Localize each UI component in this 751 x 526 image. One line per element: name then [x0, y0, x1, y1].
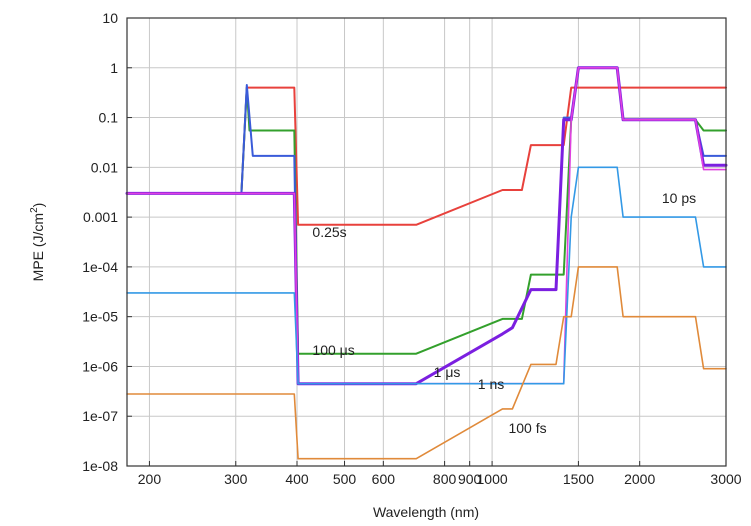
series-annotation: 100 μs: [312, 342, 354, 358]
series-lines: [125, 66, 728, 460]
y-axis-label-close: ): [30, 203, 46, 208]
series-line-4: [126, 67, 727, 385]
y-tick-label: 1e-04: [82, 259, 118, 275]
y-tick-labels: 10 1 0.1 0.01 0.001 1e-04 1e-05 1e-06 1e-07 1e-08: [82, 10, 118, 474]
x-tick-label: 3000: [710, 471, 741, 487]
series-line-3: [125, 66, 728, 386]
x-tick-label: 500: [333, 471, 357, 487]
y-tick-label: 0.001: [83, 209, 118, 225]
series-annotation: 0.25s: [312, 224, 346, 240]
series-annotation: 10 ps: [662, 190, 696, 206]
x-tick-label: 300: [224, 471, 248, 487]
grid-lines: [127, 17, 727, 467]
y-axis-label-superscript: 2: [29, 207, 40, 213]
series-line-1: [126, 66, 727, 355]
y-axis-label-text: MPE (J/cm: [30, 213, 46, 281]
x-tick-label: 1000: [477, 471, 508, 487]
series-line-2: [126, 66, 727, 385]
x-tick-label: 200: [138, 471, 162, 487]
series-annotations: 0.25s 100 μs 1 μs 1 ns 100 fs 10 ps: [312, 190, 696, 436]
x-tick-label: 900: [458, 471, 482, 487]
x-tick-label: 1500: [563, 471, 594, 487]
series-line-5: [126, 166, 727, 385]
y-tick-label: 10: [102, 10, 118, 26]
y-tick-label: 1e-06: [82, 358, 118, 374]
y-axis-label: MPE (J/cm2): [29, 203, 46, 282]
y-tick-label: 1e-07: [82, 408, 118, 424]
x-tick-label: 2000: [624, 471, 655, 487]
y-tick-label: 1e-08: [82, 458, 118, 474]
series-annotation: 100 fs: [508, 420, 546, 436]
y-tick-label: 0.1: [99, 110, 119, 126]
plot-frame: [126, 17, 727, 467]
series-annotation: 1 μs: [434, 364, 461, 380]
y-tick-label: 1: [110, 60, 118, 76]
x-axis-label: Wavelength (nm): [373, 504, 479, 520]
series-line-0: [126, 86, 727, 226]
y-tick-label: 1e-05: [82, 309, 118, 325]
series-annotation: 1 ns: [478, 376, 504, 392]
x-tick-label: 800: [433, 471, 457, 487]
y-tick-label: 0.01: [91, 159, 118, 175]
series-line-6: [126, 266, 727, 460]
x-tick-label: 600: [372, 471, 396, 487]
x-tick-label: 400: [285, 471, 309, 487]
